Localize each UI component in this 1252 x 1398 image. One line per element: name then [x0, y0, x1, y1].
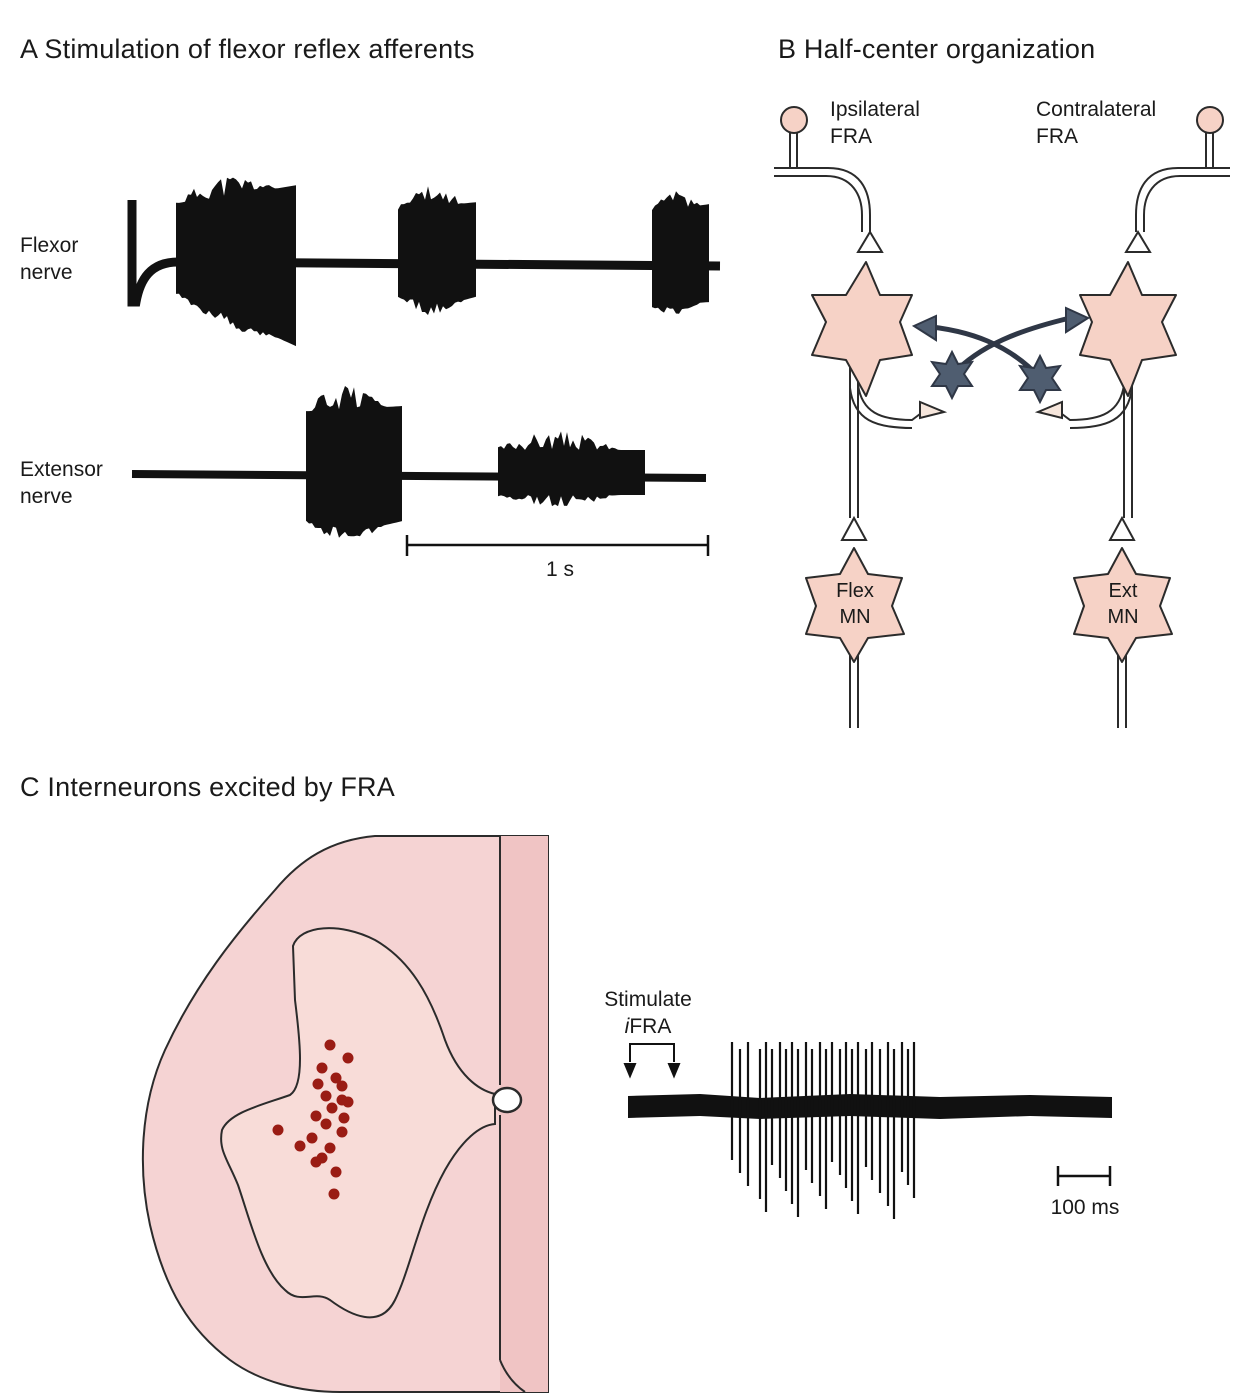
ipsi-afferent-soma: [780, 106, 808, 134]
ipsi-terminal-triangle: [856, 230, 884, 253]
interneuron-dot: [312, 1078, 324, 1090]
interneuron-dot: [310, 1110, 322, 1122]
interneuron-dot: [342, 1052, 354, 1064]
contra-terminal-triangle: [1124, 230, 1152, 253]
panel-b-title: B Half-center organization: [778, 34, 1096, 64]
contra-label-line1: Contralateral: [1036, 98, 1157, 121]
interneuron-dot: [336, 1080, 348, 1092]
stim-label-italic: i: [624, 1015, 630, 1038]
interneuron-dot: [316, 1062, 328, 1074]
interneuron-dot-cluster: [272, 1039, 354, 1200]
contra-afferent-soma: [1196, 106, 1224, 134]
flex-mn-soma: [805, 547, 905, 663]
flex-mn-label: Flex MN: [824, 578, 886, 630]
flexor-trace-baseline: [127, 200, 721, 307]
left-inhibitory-terminal: [1065, 306, 1091, 334]
interneuron-dot: [336, 1126, 348, 1138]
right-collateral-terminal: [1034, 400, 1063, 420]
flexor-nerve-label: Flexor nerve: [20, 232, 78, 286]
right-inhibitory-interneuron: [1017, 353, 1063, 405]
panel-a-title: A Stimulation of flexor reflex afferents: [20, 34, 475, 64]
interneuron-dot: [306, 1132, 318, 1144]
flexor-burst-1: [176, 177, 296, 347]
flexor-label-line2: nerve: [20, 261, 73, 284]
scale-label-100ms: 100 ms: [1050, 1196, 1120, 1219]
extensor-burst-1: [306, 386, 402, 538]
interneuron-dot: [336, 1094, 348, 1106]
contra-label-line2: FRA: [1036, 125, 1078, 148]
time-scale-bar-1s: [405, 535, 710, 556]
ipsilateral-fra-label: Ipsilateral FRA: [830, 96, 920, 150]
interneuron-dot: [320, 1118, 332, 1130]
contralateral-fra-label: Contralateral FRA: [1036, 96, 1156, 150]
stimulus-bracket: [629, 1043, 675, 1062]
extensor-nerve-label: Extensor nerve: [20, 456, 103, 510]
flex-mn-label-line2: MN: [839, 606, 871, 628]
extensor-label-line1: Extensor: [20, 458, 103, 481]
interneuron-dot: [338, 1112, 350, 1124]
flex-mn-terminal-triangle: [840, 515, 868, 541]
extensor-burst-2: [498, 431, 645, 507]
stimulus-arrow-end: [667, 1063, 681, 1079]
right-interneuron: [1079, 261, 1177, 397]
ipsi-afferent-axon: [774, 167, 871, 232]
spike-train: [730, 1042, 916, 1219]
interneuron-dot: [328, 1188, 340, 1200]
interneuron-dot: [320, 1090, 332, 1102]
left-inhibitory-interneuron: [929, 349, 975, 401]
recording-baseline-band: [628, 1094, 1112, 1119]
scale-label-1s: 1 s: [545, 558, 574, 581]
right-inhibitory-terminal: [911, 314, 937, 342]
ext-mn-label-line1: Ext: [1108, 580, 1138, 602]
central-canal: [491, 1086, 523, 1114]
extensor-label-line2: nerve: [20, 485, 73, 508]
interneuron-dot: [272, 1124, 284, 1136]
flex-mn-label-line1: Flex: [836, 580, 874, 602]
interneuron-dot: [310, 1156, 322, 1168]
time-scale-bar-100ms: [1056, 1166, 1112, 1186]
ext-mn-soma: [1073, 547, 1173, 663]
interneuron-dot: [294, 1140, 306, 1152]
stimulus-arrow-start: [623, 1063, 637, 1079]
left-collateral-terminal: [919, 400, 948, 420]
ipsi-label-line1: Ipsilateral: [830, 98, 920, 121]
gray-matter: [220, 927, 496, 1319]
ipsi-label-line2: FRA: [830, 125, 872, 148]
stim-label-line1: Stimulate: [604, 988, 692, 1011]
midline-strip: [500, 836, 548, 1392]
interneuron-dot: [330, 1166, 342, 1178]
ext-mn-label-line2: MN: [1107, 606, 1139, 628]
interneuron-dot: [326, 1102, 338, 1114]
right-collateral: [1061, 384, 1125, 422]
interneuron-dot: [324, 1142, 336, 1154]
left-collateral: [857, 384, 921, 422]
stim-label-fra: FRA: [629, 1015, 672, 1038]
ext-mn-terminal-triangle: [1108, 515, 1136, 541]
interneuron-dot: [330, 1072, 342, 1084]
flexor-burst-2: [398, 186, 476, 315]
ext-mn-label: Ext MN: [1092, 578, 1154, 630]
panel-c-title: C Interneurons excited by FRA: [20, 772, 395, 802]
flexor-burst-3: [652, 191, 709, 314]
stim-label-line2: iFRA: [592, 1013, 704, 1040]
contra-afferent-axon: [1135, 167, 1230, 232]
left-interneuron: [811, 261, 913, 397]
flexor-label-line1: Flexor: [20, 234, 79, 257]
interneuron-dot: [324, 1039, 336, 1051]
stimulate-ifra-label: Stimulate iFRA: [592, 986, 704, 1040]
